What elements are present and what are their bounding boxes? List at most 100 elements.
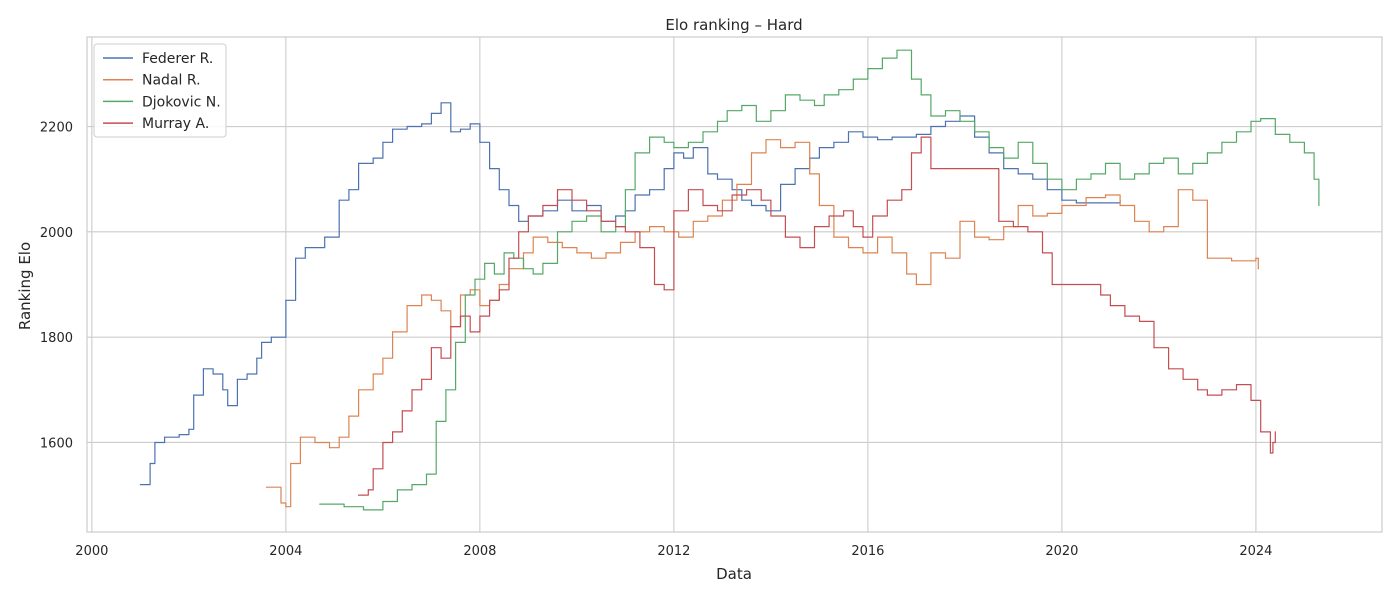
data-point	[1274, 431, 1276, 433]
data-point	[1163, 226, 1165, 228]
data-point	[362, 509, 365, 511]
data-point	[503, 252, 505, 254]
data-point	[1163, 157, 1165, 159]
data-point	[915, 133, 918, 135]
data-point	[430, 299, 432, 301]
data-point	[852, 78, 854, 80]
data-point	[1206, 152, 1208, 154]
data-point	[1255, 257, 1257, 259]
data-point	[974, 136, 976, 138]
data-point	[988, 239, 990, 241]
data-point	[1090, 173, 1092, 175]
data-point	[450, 326, 452, 328]
data-point	[877, 236, 879, 238]
data-point	[910, 78, 913, 80]
data-point	[673, 210, 675, 212]
data-point	[547, 241, 549, 243]
data-point	[1104, 162, 1107, 164]
data-point	[988, 152, 990, 154]
data-point	[683, 157, 685, 159]
data-point	[358, 494, 360, 496]
plot-area-frame	[86, 36, 1383, 533]
data-point	[794, 168, 796, 170]
data-point	[372, 468, 374, 470]
data-point	[532, 236, 534, 238]
data-point	[299, 436, 301, 438]
data-point	[1148, 231, 1150, 233]
data-point	[382, 357, 384, 359]
data-point	[673, 147, 675, 149]
data-point	[750, 204, 753, 207]
data-point	[285, 506, 287, 508]
data-point	[702, 204, 704, 207]
data-point	[944, 168, 947, 170]
data-point	[1148, 162, 1150, 164]
data-point	[1046, 178, 1048, 180]
data-point	[1168, 368, 1170, 370]
data-point	[382, 441, 384, 444]
series-lines	[139, 49, 1320, 511]
data-point	[1250, 399, 1252, 401]
data-point	[556, 231, 559, 233]
data-point	[440, 310, 442, 312]
data-point	[843, 210, 845, 212]
data-point	[421, 123, 423, 125]
data-point	[508, 204, 510, 207]
data-point	[256, 357, 258, 359]
data-point	[411, 389, 413, 391]
data-point	[663, 141, 665, 143]
data-point	[741, 104, 743, 107]
data-point	[959, 220, 961, 222]
data-point	[406, 305, 408, 307]
data-point	[372, 157, 374, 159]
data-point	[1017, 173, 1019, 175]
data-point	[1197, 389, 1199, 391]
data-point	[586, 215, 588, 217]
data-point	[1206, 394, 1208, 396]
data-point	[236, 378, 238, 380]
data-point	[1289, 141, 1291, 143]
data-point	[1313, 178, 1315, 180]
legend-label: Djokovic N.	[142, 94, 221, 110]
data-point	[731, 194, 733, 196]
data-point	[770, 215, 772, 217]
data-point	[1119, 204, 1121, 207]
y-tick-label: 2200	[40, 121, 73, 136]
data-point	[1032, 215, 1034, 217]
data-point	[367, 489, 369, 491]
data-point	[149, 462, 151, 465]
data-point	[663, 289, 665, 291]
data-point	[1192, 199, 1194, 201]
y-tick-label: 1800	[40, 331, 73, 346]
data-point	[746, 189, 748, 191]
data-point	[1075, 202, 1077, 204]
data-point	[649, 136, 651, 138]
data-point	[1134, 173, 1136, 175]
data-point	[1061, 283, 1063, 286]
data-point	[489, 168, 491, 170]
data-point	[455, 341, 457, 343]
data-point	[818, 204, 821, 207]
legend-label: Nadal R.	[142, 73, 201, 89]
data-point	[692, 147, 694, 149]
data-point	[1260, 431, 1262, 433]
data-point	[930, 115, 932, 117]
data-point	[411, 484, 413, 486]
x-tick-label: 2016	[851, 544, 884, 559]
data-point	[1027, 231, 1029, 233]
data-point	[576, 252, 578, 254]
data-point	[867, 68, 869, 70]
data-point	[450, 131, 452, 133]
data-point	[716, 178, 719, 180]
series-line	[358, 136, 1276, 496]
y-axis-label: Ranking Elo	[16, 242, 34, 330]
data-point	[998, 220, 1000, 222]
data-point	[1269, 452, 1271, 454]
data-point	[154, 441, 156, 444]
data-point	[139, 484, 141, 486]
data-point	[285, 299, 287, 301]
data-point	[479, 305, 481, 307]
data-point	[915, 283, 918, 286]
data-point	[1051, 283, 1053, 286]
